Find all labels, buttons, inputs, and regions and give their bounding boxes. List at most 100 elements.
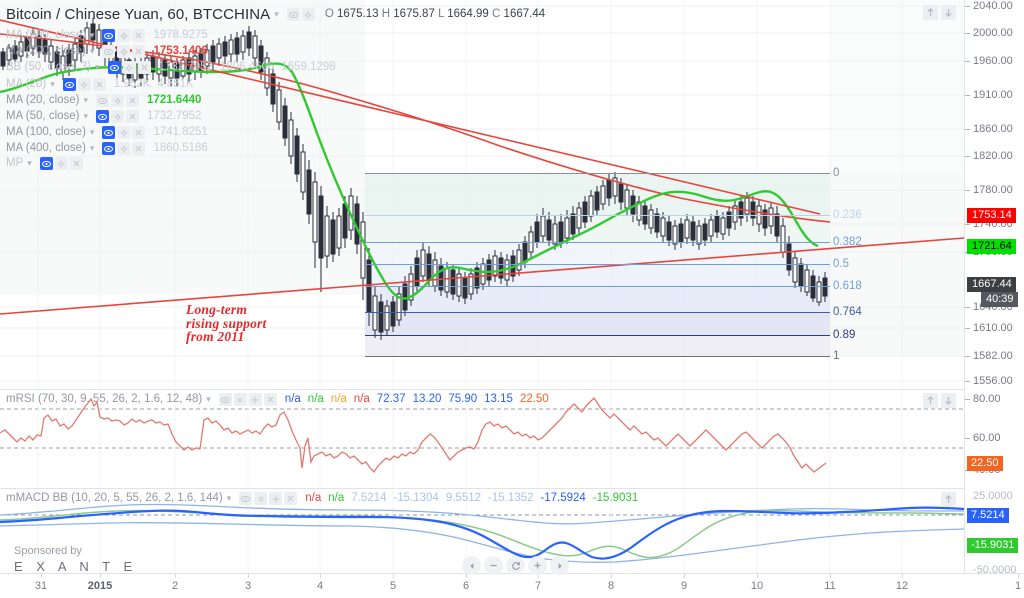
close-icon[interactable] — [132, 142, 146, 155]
eye-icon[interactable] — [39, 157, 53, 170]
eye-icon[interactable] — [102, 142, 116, 155]
macd-legend-row[interactable]: mMACD BB (10, 20, 5, 55, 26, 2, 1.6, 144… — [6, 492, 638, 505]
move-icon[interactable] — [248, 393, 262, 406]
gear-icon[interactable] — [54, 157, 68, 170]
rsi-pane[interactable]: mRSI (70, 30, 9, 55, 26, 2, 1.6, 12, 48)… — [0, 389, 964, 487]
reset-chart-button[interactable] — [506, 556, 525, 575]
indicator-name[interactable]: MA (20) — [6, 78, 47, 90]
indicator-buttons[interactable] — [96, 110, 140, 123]
indicator-legend-row[interactable]: MA (100, close) ▾ 1741.8251 — [6, 126, 208, 139]
scroll-right-button[interactable] — [550, 556, 569, 575]
symbol-legend-row[interactable]: Bitcoin / Chinese Yuan, 60, BTCCHINA ▾ O… — [6, 6, 545, 23]
indicator-legend-row[interactable]: MA (400, close) ▾ 1860.5186 — [6, 142, 208, 155]
symbol-title[interactable]: Bitcoin / Chinese Yuan, 60, BTCCHINA — [6, 6, 271, 23]
eye-icon[interactable] — [107, 61, 121, 74]
close-icon[interactable] — [284, 492, 298, 505]
macd-caret-icon[interactable]: ▾ — [226, 493, 232, 503]
indicator-legend-row[interactable]: MA (800, close) ▾ 1978.9275 — [6, 29, 208, 42]
gear-icon[interactable] — [122, 61, 136, 74]
price-pane[interactable]: 0 0.236 0.382 0.5 0.618 0.764 0.89 1 Lon… — [0, 0, 964, 388]
indicator-legend-row[interactable]: MP ▾ — [6, 157, 83, 170]
indicator-name[interactable]: BB (50, close, 3) — [6, 61, 92, 73]
gear-icon[interactable] — [233, 393, 247, 406]
chevron-down-icon[interactable]: ▾ — [89, 46, 95, 56]
rsi-legend-row[interactable]: mRSI (70, 30, 9, 55, 26, 2, 1.6, 12, 48)… — [6, 393, 549, 406]
indicator-name[interactable]: MA (800, close) — [6, 29, 86, 41]
eye-icon[interactable] — [239, 492, 253, 505]
macd-pane-controls[interactable] — [941, 492, 956, 507]
chart-annotation[interactable]: Long-term rising support from 2011 — [186, 303, 266, 344]
rsi-pane-controls[interactable] — [923, 393, 956, 408]
indicator-legend-row[interactable]: BB (50, close, 3) ▾ 1732.7952 1806.4606 1659… — [6, 61, 336, 74]
zoom-in-button[interactable] — [528, 556, 547, 575]
indicator-legend-row[interactable]: MA (20, close) ▾ 1721.6440 — [6, 94, 201, 107]
symbol-caret-icon[interactable]: ▾ — [274, 9, 279, 19]
move-down-icon[interactable] — [941, 5, 956, 20]
macd-pane[interactable]: mMACD BB (10, 20, 5, 55, 26, 2, 1.6, 144… — [0, 488, 965, 573]
gear-icon[interactable] — [117, 126, 131, 139]
rsi-indicator-name[interactable]: mRSI (70, 30, 9, 55, 26, 2, 1.6, 12, 48) — [6, 393, 203, 405]
close-icon[interactable] — [263, 393, 277, 406]
gear-icon[interactable] — [301, 8, 315, 21]
indicator-name[interactable]: MA (100, close) — [6, 126, 86, 138]
close-icon[interactable] — [132, 126, 146, 139]
price-axis[interactable]: 2040.00 2000.00 1960.00 1910.00 1860.00 1820.… — [964, 0, 1024, 576]
chevron-down-icon[interactable]: ▾ — [83, 95, 89, 105]
indicator-legend-row[interactable]: MA (200, close) ▾ 1753.1406 — [6, 45, 208, 58]
indicator-name[interactable]: MA (50, close) — [6, 110, 80, 122]
indicator-buttons[interactable] — [102, 29, 146, 42]
macd-indicator-name[interactable]: mMACD BB (10, 20, 5, 55, 26, 2, 1.6, 144… — [6, 492, 223, 504]
eye-icon[interactable] — [96, 94, 110, 107]
gear-icon[interactable] — [111, 94, 125, 107]
eye-icon[interactable] — [218, 393, 232, 406]
indicator-name[interactable]: MA (200, close) — [6, 45, 86, 57]
eye-icon[interactable] — [102, 126, 116, 139]
eye-icon[interactable] — [96, 110, 110, 123]
close-icon[interactable] — [92, 78, 106, 91]
indicator-buttons[interactable] — [39, 157, 83, 170]
indicator-legend-row[interactable]: MA (20) ▾ 1.952K 4.851K — [6, 78, 194, 91]
eye-icon[interactable] — [102, 45, 116, 58]
rsi-caret-icon[interactable]: ▾ — [206, 394, 211, 404]
chart-navigation-buttons[interactable] — [462, 556, 569, 575]
indicator-buttons[interactable] — [62, 78, 106, 91]
close-icon[interactable] — [132, 45, 146, 58]
move-up-icon[interactable] — [923, 5, 938, 20]
indicator-name[interactable]: MA (20, close) — [6, 94, 80, 106]
gear-icon[interactable] — [77, 78, 91, 91]
rsi-buttons[interactable] — [218, 393, 277, 406]
zoom-out-button[interactable] — [484, 556, 503, 575]
indicator-buttons[interactable] — [107, 61, 151, 74]
move-up-icon[interactable] — [941, 492, 956, 507]
eye-icon[interactable] — [102, 29, 116, 42]
chevron-down-icon[interactable]: ▾ — [50, 79, 55, 89]
time-axis[interactable]: 31 2015 2 3 4 5 6 7 8 9 10 11 12 1 — [0, 573, 1024, 598]
chevron-down-icon[interactable]: ▾ — [89, 127, 95, 137]
move-icon[interactable] — [269, 492, 283, 505]
chevron-down-icon[interactable]: ▾ — [89, 30, 95, 40]
indicator-buttons[interactable] — [102, 142, 146, 155]
indicator-buttons[interactable] — [96, 94, 140, 107]
eye-icon[interactable] — [62, 78, 76, 91]
gear-icon[interactable] — [117, 45, 131, 58]
move-down-icon[interactable] — [941, 393, 956, 408]
macd-buttons[interactable] — [239, 492, 298, 505]
indicator-name[interactable]: MA (400, close) — [6, 142, 86, 154]
close-icon[interactable] — [137, 61, 151, 74]
close-icon[interactable] — [126, 110, 140, 123]
indicator-buttons[interactable] — [102, 126, 146, 139]
close-icon[interactable] — [69, 157, 83, 170]
gear-icon[interactable] — [117, 142, 131, 155]
close-icon[interactable] — [132, 29, 146, 42]
indicator-legend-row[interactable]: MA (50, close) ▾ 1732.7952 — [6, 110, 201, 123]
chevron-down-icon[interactable]: ▾ — [83, 111, 89, 121]
symbol-buttons[interactable] — [286, 8, 315, 21]
gear-icon[interactable] — [254, 492, 268, 505]
eye-icon[interactable] — [286, 8, 300, 21]
indicator-name[interactable]: MP — [6, 157, 24, 169]
indicator-buttons[interactable] — [102, 45, 146, 58]
chevron-down-icon[interactable]: ▾ — [89, 143, 95, 153]
chevron-down-icon[interactable]: ▾ — [27, 158, 32, 168]
gear-icon[interactable] — [117, 29, 131, 42]
chevron-down-icon[interactable]: ▾ — [95, 62, 100, 72]
